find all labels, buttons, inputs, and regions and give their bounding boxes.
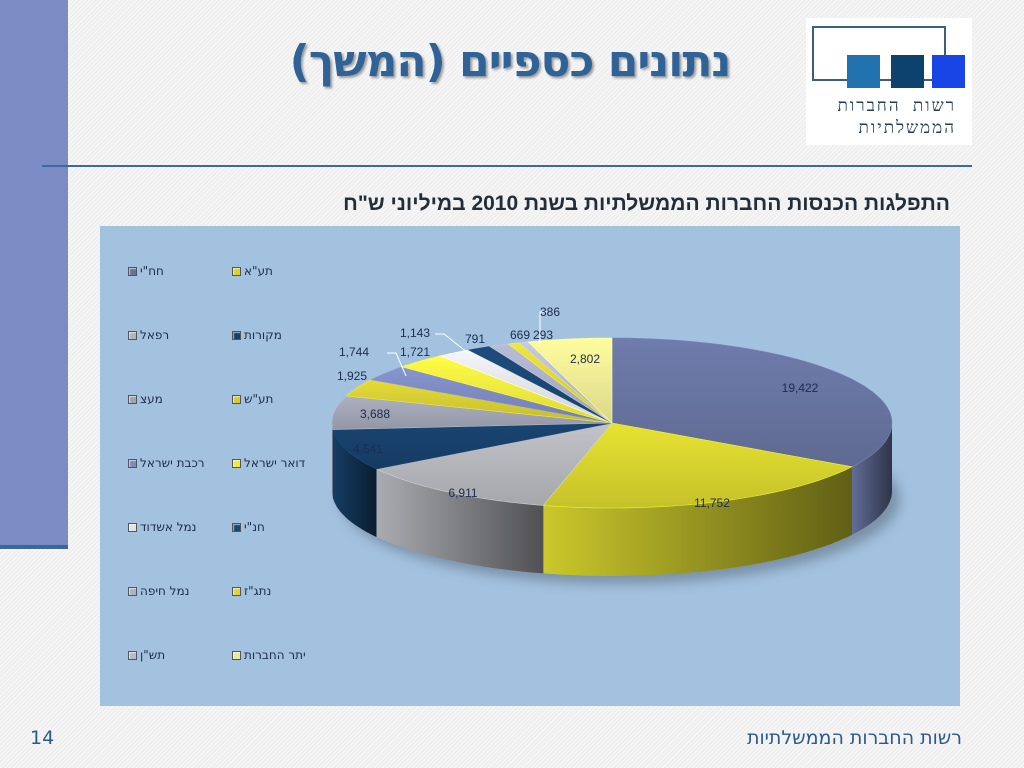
legend-label: תע"א	[244, 264, 273, 278]
legend-label: תש"ן	[140, 648, 166, 662]
data-label: 19,422	[782, 381, 819, 395]
leader-line	[387, 352, 407, 377]
legend-item: רפאל	[128, 328, 169, 342]
data-label: 4,541	[353, 442, 383, 456]
legend-item: מעצ	[128, 392, 163, 406]
pie-slice	[345, 379, 613, 424]
legend-swatch	[128, 394, 137, 404]
legend-label: רכבת ישראל	[140, 456, 205, 470]
legend-label: יתר החברות	[244, 648, 306, 662]
legend-swatch	[128, 266, 137, 276]
slide-title: נתונים כספיים (המשך)	[289, 36, 732, 87]
pie-slice	[400, 355, 613, 424]
pie-slice	[375, 422, 613, 506]
legend-item: חח"י	[128, 264, 164, 278]
legend-item: דואר ישראל	[232, 456, 305, 470]
data-label: 6,911	[448, 486, 477, 500]
legend-swatch	[232, 330, 241, 340]
legend-swatch	[232, 394, 241, 404]
data-label: 1,744	[339, 345, 369, 359]
chart-title: התפלגות הכנסות החברות הממשלתיות בשנת 201…	[343, 192, 950, 215]
legend-item: נתג"ז	[232, 584, 271, 598]
legend-item: יתר החברות	[232, 648, 306, 662]
legend-label: מקורות	[244, 328, 282, 342]
pie-slice-side	[332, 423, 333, 498]
legend-label: נמל חיפה	[140, 584, 190, 598]
logo: רשות החברות הממשלתיות	[806, 18, 972, 145]
data-label: 1,925	[337, 369, 367, 383]
legend-label: חח"י	[140, 264, 164, 278]
logo-text-line2: הממשלתיות	[858, 118, 956, 138]
page-number: 14	[30, 727, 55, 749]
pie-slice-side	[852, 423, 892, 535]
pie-slice	[332, 422, 613, 470]
data-label: 11,752	[694, 496, 730, 510]
legend-label: נמל אשדוד	[140, 520, 197, 534]
chart-panel: חח"י תע"א רפאל מקורות מעצ תע"ש רכבת ישראל דואר …	[100, 226, 960, 706]
legend-item: תע"א	[232, 264, 273, 278]
footer-org-name: רשות החברות הממשלתיות	[746, 727, 962, 749]
pie-slice	[542, 422, 853, 509]
legend-item: נמל חיפה	[128, 584, 189, 598]
logo-text-line1: רשות החברות	[837, 96, 956, 116]
legend-item: מקורות	[232, 328, 282, 342]
legend-swatch	[232, 650, 241, 660]
data-label: 386	[540, 305, 560, 319]
legend-item: תש"ן	[128, 648, 165, 662]
legend-item: תע"ש	[232, 392, 273, 406]
data-label: 293	[533, 328, 553, 342]
pie-slice-side	[332, 429, 377, 537]
data-label: 2,802	[570, 352, 600, 366]
legend-label: מעצ	[140, 392, 163, 406]
legend-swatch	[128, 522, 137, 532]
legend-swatch	[232, 266, 241, 276]
legend-label: תע"ש	[244, 392, 274, 406]
pie-slice-side	[543, 466, 852, 576]
data-label: 669	[510, 328, 530, 342]
logo-square-2	[891, 55, 924, 88]
legend-swatch	[232, 586, 241, 596]
logo-square-3	[932, 55, 965, 88]
legend-item: נמל אשדוד	[128, 520, 196, 534]
pie-slice	[611, 337, 893, 468]
legend-label: דואר ישראל	[244, 456, 306, 470]
legend-swatch	[128, 586, 137, 596]
data-label: 1,721	[400, 345, 430, 359]
side-accent-bar	[0, 0, 68, 549]
title-divider	[42, 165, 972, 167]
data-label: 3,688	[360, 407, 390, 421]
legend-label: חנ"י	[244, 520, 265, 534]
pie-slice	[438, 349, 613, 424]
data-label: 1,143	[400, 326, 430, 340]
leader-line	[435, 333, 469, 354]
data-label: 791	[465, 332, 485, 346]
logo-square-1	[847, 55, 880, 88]
pie-slice-side	[376, 469, 544, 574]
legend-swatch	[128, 330, 137, 340]
pie-slice	[369, 366, 613, 424]
legend-label: רפאל	[140, 328, 170, 342]
leader-line	[539, 311, 547, 344]
pie-slice	[527, 337, 613, 424]
legend-item: רכבת ישראל	[128, 456, 205, 470]
legend-item: חנ"י	[232, 520, 265, 534]
legend-swatch	[128, 458, 137, 468]
legend-swatch	[232, 522, 241, 532]
pie-chart: 19,422 11,752 6,911 4,541 3,688 1,925 1,744 1,7…	[331, 305, 900, 584]
pie-slice	[331, 395, 613, 430]
legend-label: נתג"ז	[244, 584, 272, 598]
legend-swatch	[232, 458, 241, 468]
legend-swatch	[128, 650, 137, 660]
